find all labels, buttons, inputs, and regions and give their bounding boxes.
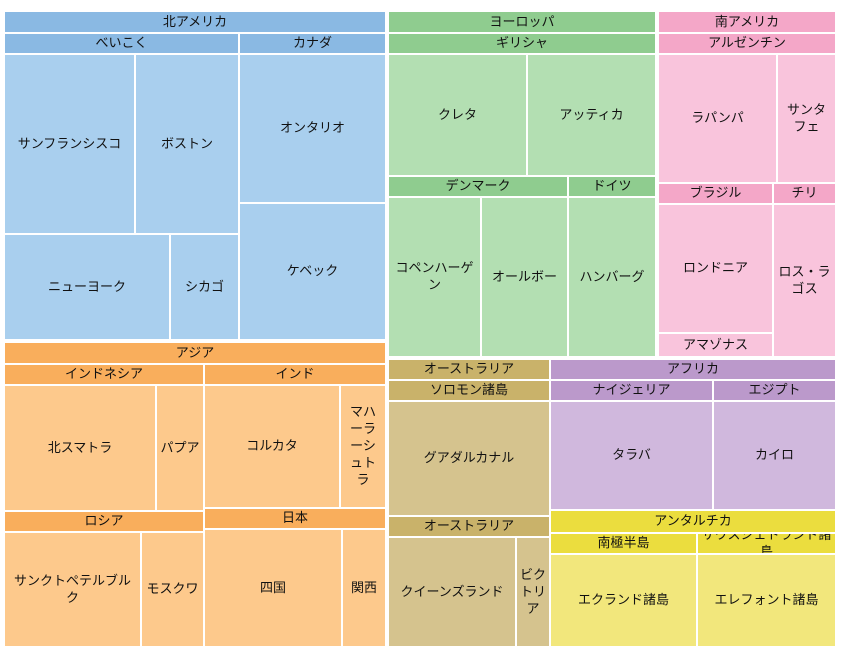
country-header: チリ [773, 183, 836, 204]
treemap-leaf: ラパンパ [658, 54, 777, 183]
region-header: アンタルチカ [550, 510, 836, 533]
treemap-leaf: サンクトペテルブルク [4, 532, 141, 647]
treemap-leaf: カイロ [713, 401, 836, 510]
region-header: 南アメリカ [658, 11, 836, 33]
country-header: オーストラリア [388, 516, 550, 537]
treemap-leaf: コルカタ [204, 385, 340, 508]
region-header: アジア [4, 342, 386, 364]
treemap-leaf: 北スマトラ [4, 385, 156, 511]
treemap-leaf: マハーラーシュトラ [340, 385, 386, 508]
treemap-leaf: サンフランシスコ [4, 54, 135, 234]
treemap-leaf: パプア [156, 385, 204, 511]
country-header: カナダ [239, 33, 386, 54]
treemap-leaf: オンタリオ [239, 54, 386, 203]
treemap-leaf: ケベック [239, 203, 386, 340]
treemap-leaf: クレタ [388, 54, 527, 176]
treemap-leaf: ビクトリア [516, 537, 550, 647]
country-header: ロシア [4, 511, 204, 532]
country-header: アルゼンチン [658, 33, 836, 54]
treemap-leaf: ロンドニア [658, 204, 773, 333]
region-header: 北アメリカ [4, 11, 386, 33]
treemap-leaf: アッティカ [527, 54, 656, 176]
country-header: ドイツ [568, 176, 656, 197]
country-header: デンマーク [388, 176, 568, 197]
treemap-leaf: シカゴ [170, 234, 239, 340]
treemap-leaf: ボストン [135, 54, 239, 234]
treemap-leaf: モスクワ [141, 532, 204, 647]
country-header: ソロモン諸島 [388, 380, 550, 401]
treemap-leaf: ハンバーグ [568, 197, 656, 357]
region-header: オーストラリア [388, 359, 550, 380]
treemap-leaf: サンタフェ [777, 54, 836, 183]
treemap-leaf: エレフォント諸島 [697, 554, 836, 647]
treemap-leaf: オールボー [481, 197, 568, 357]
treemap-leaf: コペンハーゲン [388, 197, 481, 357]
treemap-leaf: アマゾナス [658, 333, 773, 357]
country-header: インド [204, 364, 386, 385]
treemap-leaf: 関西 [342, 529, 386, 647]
treemap-leaf: タラバ [550, 401, 713, 510]
country-header: ナイジェリア [550, 380, 713, 401]
country-header: 南極半島 [550, 533, 697, 554]
country-header: サウスシェトランド諸島 [697, 533, 836, 554]
country-header: ブラジル [658, 183, 773, 204]
region-header: ヨーロッパ [388, 11, 656, 33]
country-header: べいこく [4, 33, 239, 54]
treemap-leaf: エクランド諸島 [550, 554, 697, 647]
region-header: アフリカ [550, 359, 836, 380]
country-header: ギリシャ [388, 33, 656, 54]
country-header: エジプト [713, 380, 836, 401]
country-header: インドネシア [4, 364, 204, 385]
treemap-leaf: クイーンズランド [388, 537, 516, 647]
treemap-leaf: グアダルカナル [388, 401, 550, 516]
country-header: 日本 [204, 508, 386, 529]
treemap-leaf: ニューヨーク [4, 234, 170, 340]
treemap-leaf: ロス・ラゴス [773, 204, 836, 357]
treemap-leaf: 四国 [204, 529, 342, 647]
